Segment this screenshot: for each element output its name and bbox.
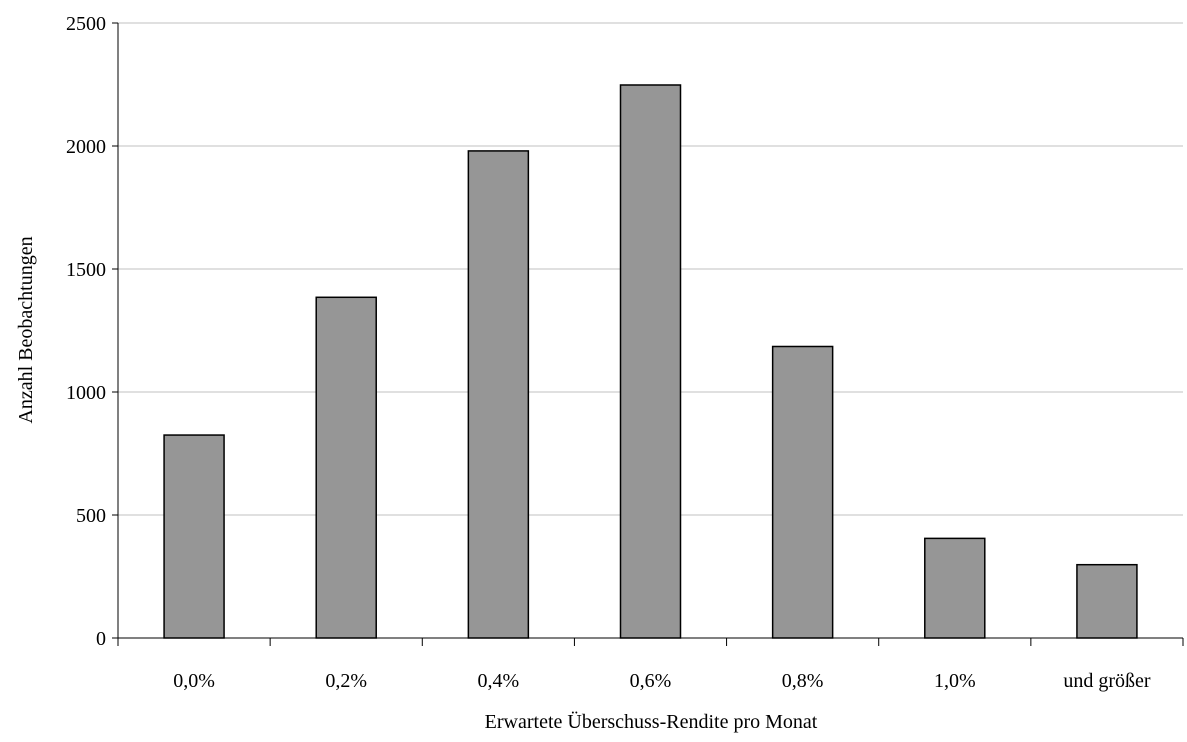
bar: [619, 84, 682, 639]
x-axis-title: Erwartete Überschuss-Rendite pro Monat: [485, 710, 818, 733]
x-tick-labels: 0,0% 0,2% 0,4% 0,6% 0,8% 1,0% und größer: [173, 670, 1151, 692]
bar: [771, 345, 834, 639]
y-tick-label: 1000: [66, 382, 106, 404]
y-tick-labels: 0 500 1000 1500 2000 2500: [66, 13, 106, 650]
y-tick-label: 2000: [66, 136, 106, 158]
x-tick-label: 0,6%: [630, 670, 672, 692]
x-tick-label: 0,4%: [478, 670, 520, 692]
bar: [315, 296, 377, 639]
x-tick-label: 0,2%: [325, 670, 367, 692]
bar: [467, 150, 530, 639]
bars: [163, 84, 1138, 639]
y-tick-label: 1500: [66, 259, 106, 281]
x-tick-label: 1,0%: [934, 670, 976, 692]
x-tick-label: und größer: [1063, 670, 1151, 692]
bar: [1076, 563, 1138, 639]
y-tick-label: 0: [96, 628, 106, 650]
x-tick-label: 0,0%: [173, 670, 215, 692]
axes: [112, 22, 1184, 646]
y-axis-title: Anzahl Beobachtungen: [15, 236, 37, 423]
bar: [924, 537, 986, 639]
y-tick-label: 500: [76, 505, 106, 527]
x-tick-label: 0,8%: [782, 670, 824, 692]
bar: [163, 434, 225, 639]
y-tick-label: 2500: [66, 13, 106, 35]
